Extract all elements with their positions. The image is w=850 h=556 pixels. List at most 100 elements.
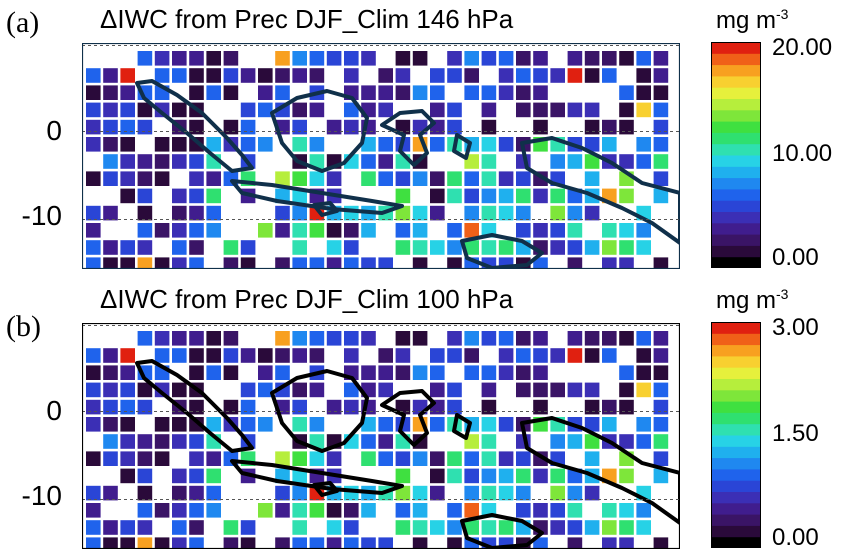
- heatmap-cell: [103, 68, 118, 83]
- heatmap-cell: [653, 137, 669, 152]
- heatmap-cell: [619, 51, 634, 66]
- heatmap-cell: [430, 85, 445, 100]
- heatmap-cell: [533, 188, 548, 204]
- heatmap-cell: [120, 417, 135, 432]
- heatmap-cell: [137, 257, 153, 269]
- heatmap-cell: [430, 520, 445, 535]
- coastline: [135, 79, 254, 173]
- heatmap-cell: [481, 119, 497, 135]
- heatmap-cell: [292, 68, 307, 83]
- coastline: [270, 369, 369, 453]
- heatmap-cell: [206, 485, 221, 501]
- heatmap-cell: [137, 451, 153, 466]
- heatmap-cell: [464, 205, 479, 221]
- heatmap-cell: [636, 85, 651, 100]
- heatmap-cell: [550, 485, 565, 501]
- heatmap-cell: [516, 205, 531, 221]
- heatmap-cell: [447, 102, 462, 118]
- heatmap-cell: [619, 119, 634, 135]
- colorbar-tick-label: 20.00: [772, 34, 833, 61]
- heatmap-cell: [275, 205, 290, 221]
- heatmap-cell: [533, 223, 548, 238]
- heatmap-cell: [447, 503, 462, 518]
- heatmap-cell: [154, 257, 170, 269]
- heatmap-cell: [498, 171, 514, 186]
- coastline: [460, 513, 544, 549]
- heatmap-cell: [584, 154, 600, 169]
- heatmap-cell: [412, 240, 428, 255]
- heatmap-cell: [395, 503, 411, 518]
- colorbar-segment: [711, 389, 761, 402]
- heatmap-cell: [602, 503, 617, 518]
- heatmap-cell: [498, 468, 514, 484]
- heatmap-cell: [584, 137, 600, 152]
- heatmap-cell: [653, 417, 669, 432]
- colorbar-segment: [711, 109, 761, 122]
- colorbar-tick-label: 0.00: [772, 524, 819, 551]
- heatmap-cell: [498, 257, 514, 269]
- colorbar-segment: [711, 245, 761, 258]
- colorbar: [711, 42, 761, 268]
- heatmap-cell: [361, 85, 376, 100]
- heatmap-cell: [189, 68, 204, 83]
- heatmap-cell: [584, 434, 600, 449]
- heatmap-cell: [602, 399, 617, 415]
- heatmap-cell: [120, 382, 135, 398]
- heatmap-cell: [619, 257, 634, 269]
- heatmap-cell: [189, 434, 204, 449]
- heatmap-cell: [292, 503, 307, 518]
- heatmap-cell: [619, 399, 634, 415]
- heatmap-cell: [619, 331, 634, 346]
- heatmap-cell: [275, 365, 290, 380]
- heatmap-cell: [223, 520, 239, 535]
- heatmap-cell: [516, 188, 531, 204]
- heatmap-cell: [619, 365, 634, 380]
- heatmap-cell: [344, 51, 359, 66]
- heatmap-cell: [309, 257, 325, 269]
- colorbar-segment: [711, 166, 761, 179]
- heatmap-cell: [516, 102, 531, 118]
- heatmap-cell: [584, 51, 600, 66]
- heatmap-cell: [481, 171, 497, 186]
- heatmap-cell: [361, 537, 376, 549]
- heatmap-cell: [120, 451, 135, 466]
- heatmap-cell: [172, 102, 187, 118]
- coastline: [380, 109, 436, 167]
- heatmap-cell: [412, 223, 428, 238]
- heatmap-cell: [533, 102, 548, 118]
- y-tick-label: 0: [46, 395, 62, 426]
- heatmap-cell: [567, 485, 583, 501]
- heatmap-cell: [137, 434, 153, 449]
- heatmap-cell: [292, 399, 307, 415]
- colorbar: [711, 322, 761, 548]
- heatmap-cell: [533, 85, 548, 100]
- heatmap-cell: [189, 223, 204, 238]
- heatmap-cell: [412, 257, 428, 269]
- heatmap-cell: [103, 85, 118, 100]
- heatmap-cell: [326, 399, 342, 415]
- heatmap-cell: [498, 348, 514, 363]
- heatmap-cell: [292, 119, 307, 135]
- heatmap-cell: [103, 257, 118, 269]
- heatmap-cell: [653, 102, 669, 118]
- heatmap-cell: [464, 537, 479, 549]
- heatmap-cell: [292, 468, 307, 484]
- heatmap-cell: [481, 485, 497, 501]
- heatmap-cell: [395, 171, 411, 186]
- colorbar-segment: [711, 42, 761, 54]
- heatmap-cell: [172, 434, 187, 449]
- heatmap-cell: [550, 434, 565, 449]
- heatmap-cell: [395, 240, 411, 255]
- heatmap-cell: [498, 188, 514, 204]
- heatmap-cell: [481, 205, 497, 221]
- heatmap-cell: [447, 68, 462, 83]
- heatmap-cell: [447, 537, 462, 549]
- heatmap-cell: [120, 119, 135, 135]
- heatmap-cell: [189, 503, 204, 518]
- colorbar-segment: [711, 143, 761, 156]
- heatmap-cell: [498, 331, 514, 346]
- heatmap-cell: [137, 119, 153, 135]
- heatmap-cell: [412, 85, 428, 100]
- heatmap-cell: [154, 503, 170, 518]
- heatmap-cell: [154, 331, 170, 346]
